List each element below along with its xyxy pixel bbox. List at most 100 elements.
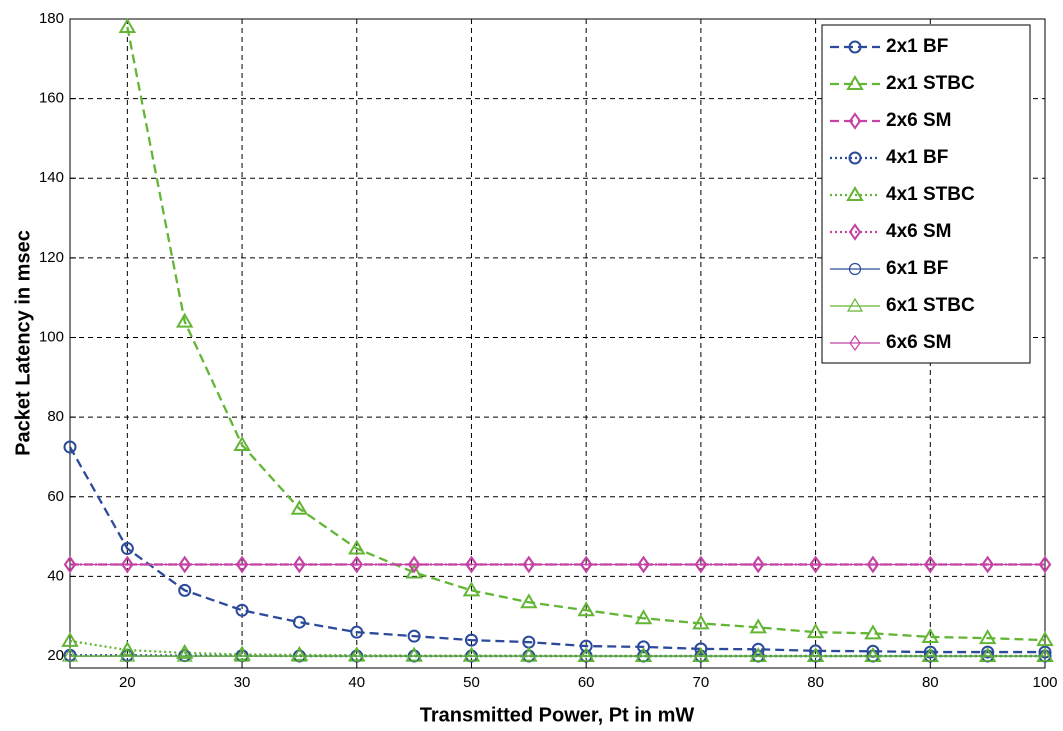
series-line (68, 446, 1045, 654)
marker (520, 593, 538, 609)
y-tick-label: 140 (39, 169, 64, 186)
legend-marker (848, 112, 862, 130)
legend-marker (848, 151, 862, 165)
marker (290, 499, 309, 515)
x-tick-label: 60 (578, 674, 595, 691)
y-tick-label: 180 (39, 10, 64, 27)
marker (921, 627, 940, 643)
plot-frame (69, 18, 1046, 669)
marker (634, 609, 653, 625)
marker (867, 556, 879, 573)
marker (806, 623, 825, 639)
marker (981, 556, 994, 573)
y-tick-label: 40 (47, 567, 64, 584)
legend-label: 6x1 BF (886, 258, 948, 279)
x-tick-label: 70 (693, 674, 710, 691)
marker (978, 629, 997, 645)
marker (234, 647, 251, 662)
legend-label: 4x1 STBC (886, 184, 975, 205)
marker (750, 647, 767, 662)
marker (465, 556, 478, 573)
marker (178, 583, 192, 597)
x-tick-label: 30 (234, 674, 251, 691)
marker (1036, 647, 1054, 662)
marker (635, 647, 652, 662)
x-tick-label: 50 (463, 674, 480, 691)
legend-marker (848, 40, 862, 54)
marker (695, 556, 707, 573)
marker (118, 641, 137, 657)
marker (233, 645, 251, 661)
marker (979, 647, 996, 662)
marker (61, 631, 79, 647)
legend-marker (846, 297, 864, 312)
y-tick-label: 100 (39, 328, 64, 345)
marker (692, 647, 709, 662)
marker (350, 625, 364, 639)
legend-marker (848, 262, 862, 276)
marker (809, 556, 822, 573)
marker (292, 615, 306, 629)
marker (407, 629, 421, 643)
marker (924, 556, 937, 573)
marker (293, 556, 306, 573)
marker (61, 647, 79, 662)
legend-label: 6x6 SM (886, 332, 951, 353)
marker (637, 556, 650, 573)
legend-label: 4x1 BF (886, 147, 948, 168)
marker (64, 556, 76, 573)
x-tick-label: 100 (1032, 674, 1057, 691)
marker (462, 581, 481, 597)
legend-marker (848, 223, 862, 241)
x-tick-label: 20 (119, 674, 136, 691)
marker (749, 618, 767, 634)
marker (408, 556, 420, 573)
marker (178, 556, 191, 573)
y-tick-label: 80 (47, 408, 64, 425)
x-axis-title: Transmitted Power, Pt in mW (420, 704, 695, 726)
marker (291, 647, 308, 662)
x-tick-label: 80 (922, 674, 939, 691)
marker (1038, 645, 1052, 659)
marker (120, 542, 134, 556)
legend-label: 6x1 STBC (886, 295, 975, 316)
legend-label: 2x6 SM (886, 110, 951, 131)
marker (692, 614, 710, 630)
marker (348, 539, 366, 555)
marker (290, 645, 309, 661)
marker (981, 645, 995, 659)
marker (351, 556, 363, 573)
marker (233, 436, 251, 452)
y-axis-title: Packet Latency in msec (12, 230, 34, 456)
legend-marker (846, 186, 864, 201)
marker (121, 556, 134, 573)
marker (922, 647, 939, 662)
series-line (126, 26, 1046, 642)
marker (694, 642, 708, 656)
marker (807, 647, 824, 662)
marker (637, 640, 651, 654)
legend-label: 2x1 BF (886, 36, 948, 57)
marker (523, 556, 535, 573)
marker (579, 639, 593, 653)
marker (176, 647, 193, 662)
marker (1036, 631, 1054, 647)
marker (578, 647, 595, 662)
y-tick-label: 20 (47, 647, 64, 664)
marker (175, 312, 194, 328)
marker (463, 647, 480, 662)
marker (405, 563, 423, 579)
y-tick-label: 120 (39, 249, 64, 266)
marker (923, 645, 937, 659)
legend-label: 4x6 SM (886, 221, 951, 242)
y-tick-label: 60 (47, 488, 64, 505)
marker (236, 556, 248, 573)
marker (119, 647, 136, 662)
marker (63, 440, 77, 454)
marker (406, 647, 423, 662)
marker (864, 624, 882, 640)
legend-label: 2x1 STBC (886, 73, 975, 94)
legend-marker (849, 334, 861, 352)
marker (580, 556, 592, 573)
marker (751, 642, 765, 656)
